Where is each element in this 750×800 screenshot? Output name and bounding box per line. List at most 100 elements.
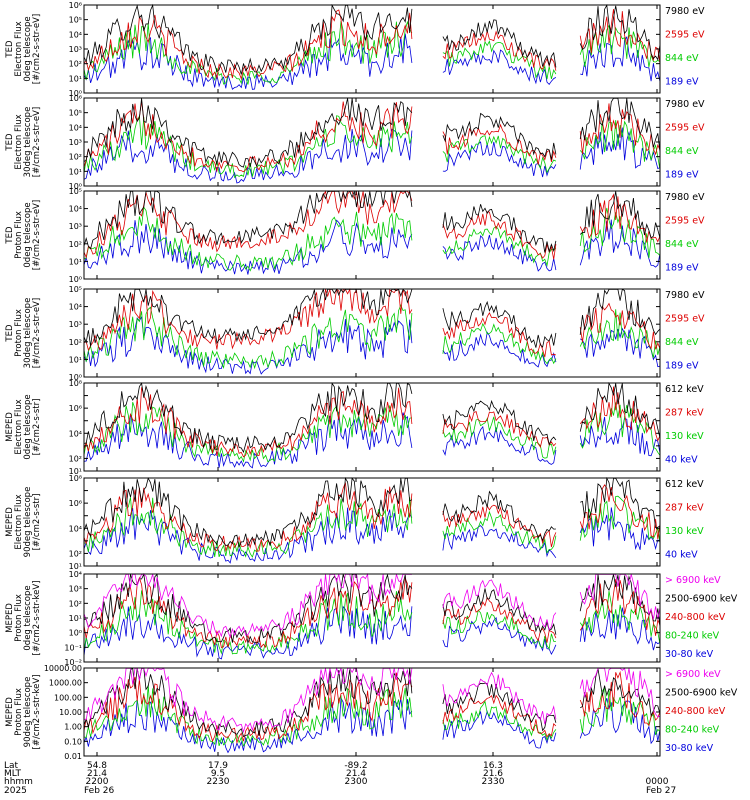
y-axis-label-line: [#/cm2-s-str]	[32, 399, 42, 456]
axis-row-value: 2230	[207, 777, 230, 787]
y-tick-label: 10⁰	[69, 182, 82, 191]
legend-entry: 130 keV	[665, 526, 704, 537]
y-tick-label: 10.00	[59, 708, 82, 717]
y-tick-label: 10⁶	[69, 1, 82, 10]
y-tick-label: 10¹	[69, 355, 82, 364]
y-tick-label: 10¹	[69, 74, 82, 83]
legend-entry: 612 keV	[665, 384, 704, 395]
legend: 612 keV 287 keV 130 keV 40 keV	[665, 479, 704, 561]
y-axis-label: MEPED Electron Flux 0deg telescope [#/cm2-s…	[5, 394, 42, 459]
y-tick-label: 10⁰	[69, 89, 82, 98]
legend-entry: 2595 eV	[665, 123, 705, 134]
y-tick-label: 10¹	[69, 167, 82, 176]
series-line	[83, 304, 661, 370]
y-tick-label: 10²	[69, 549, 82, 558]
y-axis-label-line: 0deg telescope	[23, 16, 33, 81]
y-axis-label: TED Electron Flux 30deg telescope [#/cm2-s-…	[5, 107, 42, 178]
axis-row-label: MLT	[4, 769, 22, 779]
panel-frame	[83, 477, 661, 567]
y-tick-label: 10⁶	[69, 404, 82, 413]
panel-frame	[83, 190, 661, 280]
y-axis-label: TED Proton Flux 0deg telescope [#/cm2-s-str…	[5, 200, 42, 270]
legend-entry: 844 eV	[665, 239, 699, 250]
axis-row-value: 21.4	[346, 769, 366, 779]
y-tick-label: 10²	[69, 153, 82, 162]
legend-entry: 80-240 keV	[665, 725, 720, 736]
y-tick-label: 10⁴	[69, 205, 82, 214]
y-axis-label-line: [#/cm2-s-str-eV]	[32, 298, 42, 368]
y-tick-label: 10³	[69, 45, 82, 54]
panel-6: 10¹ 10² 10⁴ 10⁶ 10⁸ MEPED Electron Flux 90deg t…	[5, 474, 704, 571]
panel-2: 10⁰ 10¹ 10² 10³ 10⁴ 10⁵ 10⁶ TED Electron Flux 30d…	[5, 94, 705, 191]
legend-entry: 844 eV	[665, 146, 699, 157]
axis-row-value: 54.8	[87, 761, 107, 771]
y-axis-label: TED Electron Flux 0deg telescope [#/cm2-s-s…	[5, 14, 42, 84]
y-axis-label-line: TED	[5, 324, 15, 343]
y-axis-label-line: MEPED	[5, 697, 15, 727]
series-line	[83, 670, 661, 745]
legend-entry: 130 keV	[665, 431, 704, 442]
y-axis-label-line: [#/cm2-s-str-eV]	[32, 14, 42, 84]
axis-row-value: 2330	[482, 777, 505, 787]
y-axis-label: MEPED Proton Flux 0deg telescope [#/cm2-s-s…	[5, 581, 42, 656]
y-axis-label-line: [#/cm2-s-str-eV]	[32, 200, 42, 270]
panel-8: 0.010.101.0010.00100.001000.0010000.00ME…	[5, 664, 738, 761]
panel-5: 10¹ 10² 10⁴ 10⁶ 10⁸ MEPED Electron Flux 0deg te…	[5, 379, 704, 476]
legend-entry: 844 eV	[665, 53, 699, 64]
series-line	[83, 684, 661, 747]
legend-entry: 30-80 keV	[665, 649, 714, 660]
legend-entry: 287 keV	[665, 503, 704, 514]
legend: 612 keV 287 keV 130 keV 40 keV	[665, 384, 704, 466]
legend: 7980 eV 2595 eV 844 eV 189 eV	[665, 290, 705, 372]
y-tick-label: 1.00	[64, 723, 82, 732]
y-tick-label: 0.01	[64, 752, 82, 761]
axis-row-value: 17.9	[208, 761, 228, 771]
axis-row-value: 16.3	[483, 761, 503, 771]
legend: 7980 eV 2595 eV 844 eV 189 eV	[665, 6, 705, 88]
legend-entry: 240-800 keV	[665, 706, 726, 717]
y-axis-label-line: MEPED	[5, 412, 15, 442]
series-line	[83, 219, 661, 275]
y-tick-label: 10000.00	[44, 664, 82, 673]
y-tick-label: 10⁴	[69, 303, 82, 312]
y-axis-label-line: TED	[5, 133, 15, 152]
panel-7: 10⁻² 10⁻¹ 10⁰ 10¹ 10² 10³ 10⁴ MEPED Proton Flux 0…	[5, 570, 738, 667]
legend-entry: 7980 eV	[665, 6, 705, 17]
axis-row-value: 21.6	[483, 769, 503, 779]
y-tick-label: 10⁴	[69, 429, 82, 438]
axis-row-value: 2200	[86, 777, 109, 787]
legend-entry: 612 keV	[665, 479, 704, 490]
y-axis-label-line: [#/cm2-s-str-keV]	[32, 675, 42, 750]
legend-entry: 240-800 keV	[665, 612, 726, 623]
legend-entry: 287 keV	[665, 408, 704, 419]
legend-entry: > 6900 keV	[665, 575, 721, 586]
axis-row-value: 9.5	[211, 769, 225, 779]
y-axis-label-line: Proton Flux	[14, 688, 24, 736]
series-line	[83, 476, 661, 549]
y-axis-label-line: 0deg telescope	[23, 585, 33, 650]
y-tick-label: 10⁵	[69, 109, 82, 118]
legend-entry: 844 eV	[665, 337, 699, 348]
y-axis-label-line: Electron Flux	[14, 21, 24, 76]
axis-row-value: 2300	[345, 777, 368, 787]
y-tick-label: 10⁴	[69, 30, 82, 39]
y-axis-label: MEPED Proton Flux 90deg telescope [#/cm2-s-…	[5, 675, 42, 750]
series-line	[83, 482, 661, 553]
y-tick-label: 10⁶	[69, 94, 82, 103]
legend-entry: > 6900 keV	[665, 669, 721, 680]
y-axis-label-line: 30deg telescope	[23, 298, 33, 369]
y-axis-label-line: Electron Flux	[14, 114, 24, 169]
series-line	[83, 8, 661, 81]
y-axis-label-line: [#/cm2-s-str-keV]	[32, 581, 42, 656]
legend-entry: 2500-6900 keV	[665, 594, 738, 605]
y-axis-label-line: 0deg telescope	[23, 202, 33, 267]
series-line	[83, 381, 661, 454]
axis-row-value: 21.4	[87, 769, 107, 779]
date-end-label: Feb 27	[646, 786, 676, 796]
y-tick-label: 10⁻¹	[64, 643, 82, 652]
y-tick-label: 10³	[69, 320, 82, 329]
y-axis-label-line: Electron Flux	[14, 494, 24, 549]
y-tick-label: 10⁸	[69, 474, 82, 483]
